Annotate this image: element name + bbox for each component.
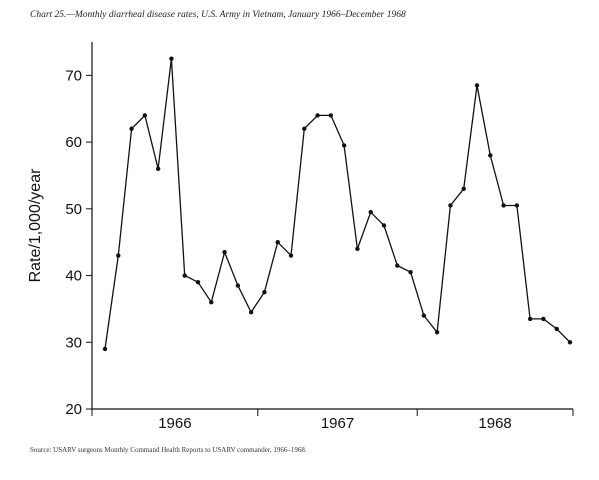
data-point	[434, 330, 440, 335]
y-tick-label: 20	[65, 401, 82, 418]
y-tick-label: 50	[65, 201, 82, 218]
data-point	[222, 249, 227, 255]
series-line	[104, 58, 571, 349]
data-point	[421, 313, 427, 318]
data-point	[209, 300, 214, 305]
y-tick-label: 70	[65, 67, 82, 84]
data-point	[541, 316, 546, 322]
data-point	[527, 316, 533, 322]
data-point	[262, 290, 267, 295]
data-point	[474, 83, 480, 88]
data-point	[381, 223, 387, 228]
data-point	[302, 126, 307, 131]
data-point	[395, 263, 400, 268]
data-point	[554, 326, 559, 332]
data-point	[368, 209, 373, 215]
data-point	[328, 113, 334, 118]
data-point	[461, 186, 466, 191]
data-point	[275, 239, 280, 245]
data-point	[501, 203, 506, 208]
data-point	[448, 203, 453, 208]
y-tick-label: 30	[65, 334, 82, 351]
data-point	[488, 153, 493, 158]
x-tick-label: 1968	[478, 415, 511, 432]
data-point	[142, 113, 148, 118]
x-tick-label: 1966	[158, 415, 191, 432]
y-axis-label: Rate/1,000/year	[27, 168, 44, 283]
axes	[91, 42, 573, 410]
data-point	[408, 270, 413, 275]
data-point	[235, 283, 241, 288]
data-point	[315, 113, 320, 118]
data-point	[195, 280, 201, 285]
source-note: Source: USARV surgeons Monthly Command H…	[30, 446, 307, 454]
data-point	[248, 310, 254, 315]
data-point	[514, 203, 520, 208]
data-point	[182, 273, 187, 278]
y-tick-label: 60	[65, 134, 82, 151]
data-point	[355, 246, 360, 252]
data-point	[116, 253, 121, 258]
x-tick-label: 1967	[321, 415, 354, 432]
y-tick-label: 40	[65, 268, 82, 285]
chart-title: Chart 25.—Monthly diarrheal disease rate…	[30, 10, 406, 20]
data-point	[341, 143, 347, 148]
x-axis-ticks: 1966 1967 1968	[91, 409, 574, 432]
data-point	[567, 340, 573, 345]
data-point	[288, 253, 294, 258]
data-point	[102, 346, 108, 352]
data-point	[169, 56, 174, 61]
y-axis-ticks: 20 30 40 50 60 70	[65, 67, 92, 418]
data-point	[129, 126, 134, 131]
series-layer	[102, 56, 573, 352]
data-point	[155, 166, 161, 171]
